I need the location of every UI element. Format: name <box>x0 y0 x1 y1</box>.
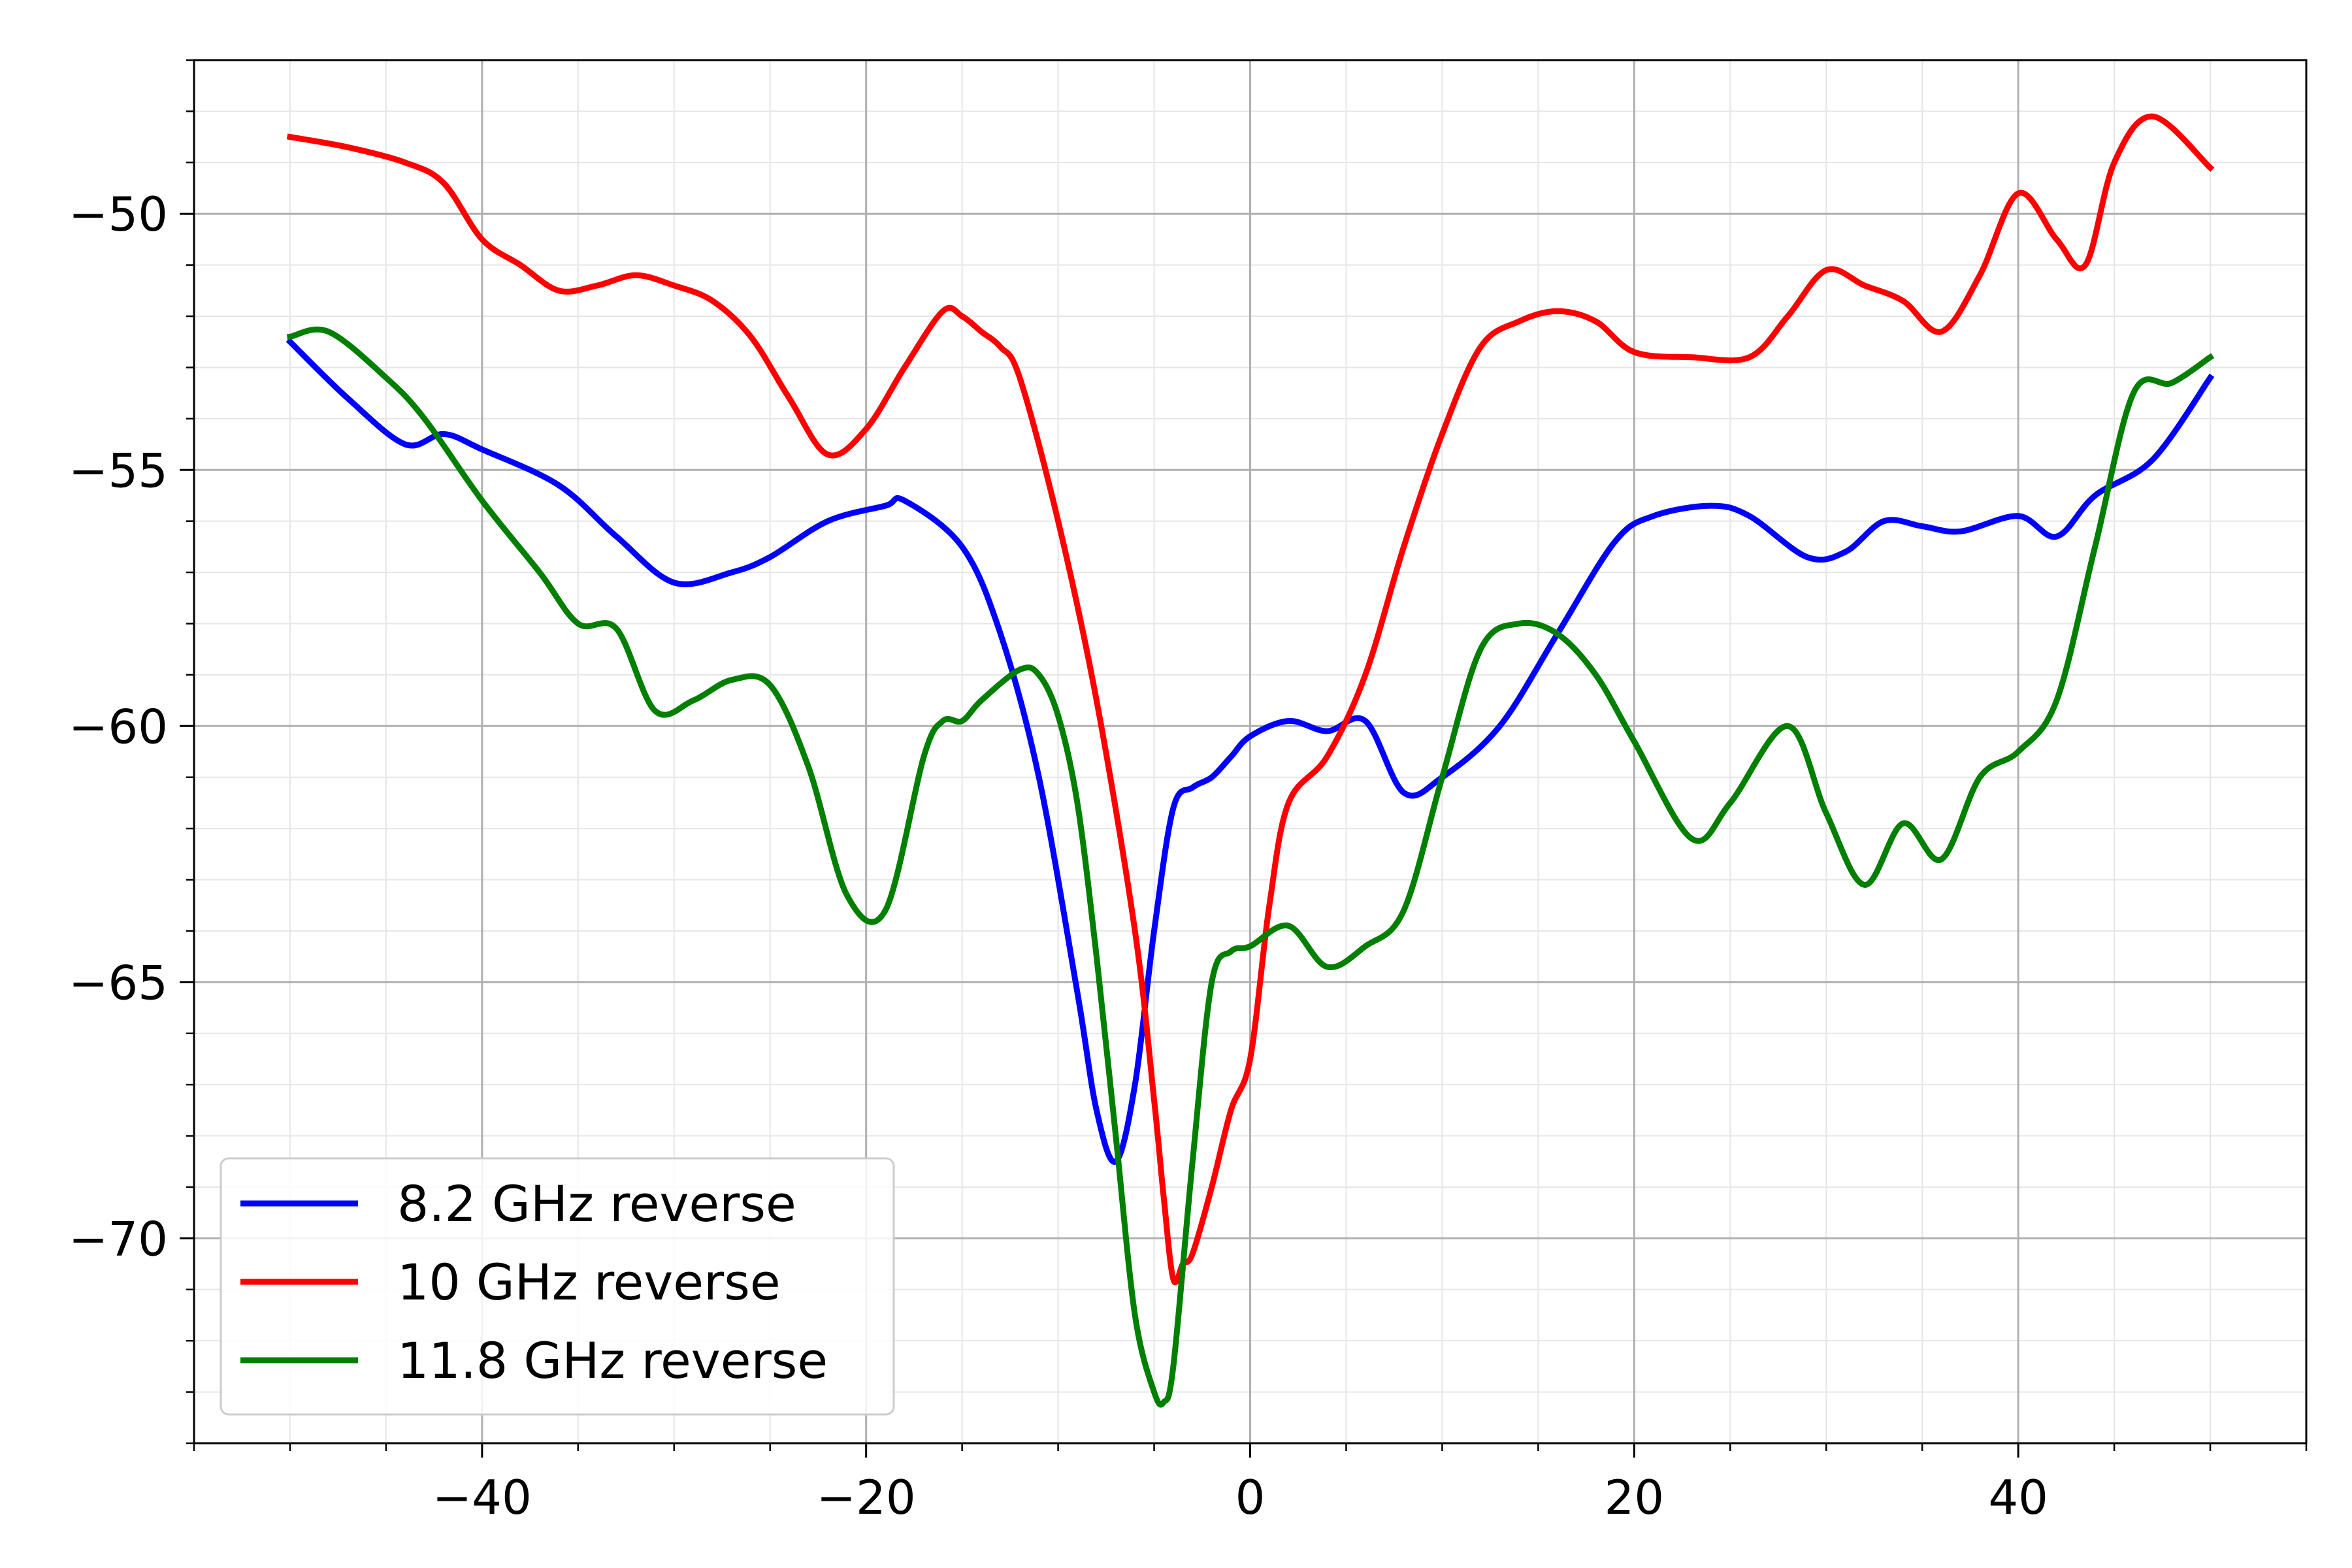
axis-ticks <box>180 59 2308 1458</box>
y-tick-label: −50 <box>69 187 168 242</box>
tick-labels: −40 −20 0 20 40 −70 −65 −60 −55 −50 <box>69 187 2048 1525</box>
x-tick-label: −40 <box>433 1470 532 1525</box>
y-tick-label: −55 <box>69 443 168 498</box>
legend: 8.2 GHz reverse 10 GHz reverse 11.8 GHz re… <box>220 1157 895 1416</box>
legend-label-0: 8.2 GHz reverse <box>397 1175 796 1233</box>
series-layer <box>286 113 2215 1408</box>
y-tick-label: −70 <box>69 1211 168 1266</box>
legend-label-1: 10 GHz reverse <box>397 1253 781 1311</box>
series-line-1 <box>286 113 2215 1286</box>
series-line-0 <box>286 337 2215 1165</box>
series-line-2 <box>286 326 2215 1408</box>
legend-label-2: 11.8 GHz reverse <box>397 1331 828 1390</box>
x-tick-label: 0 <box>1235 1470 1266 1525</box>
x-tick-label: −20 <box>817 1470 916 1525</box>
x-tick-label: 40 <box>1988 1470 2048 1525</box>
legend-box <box>220 1157 895 1416</box>
x-tick-label: 20 <box>1605 1470 1665 1525</box>
y-tick-label: −60 <box>69 699 168 754</box>
y-tick-label: −65 <box>69 955 168 1010</box>
